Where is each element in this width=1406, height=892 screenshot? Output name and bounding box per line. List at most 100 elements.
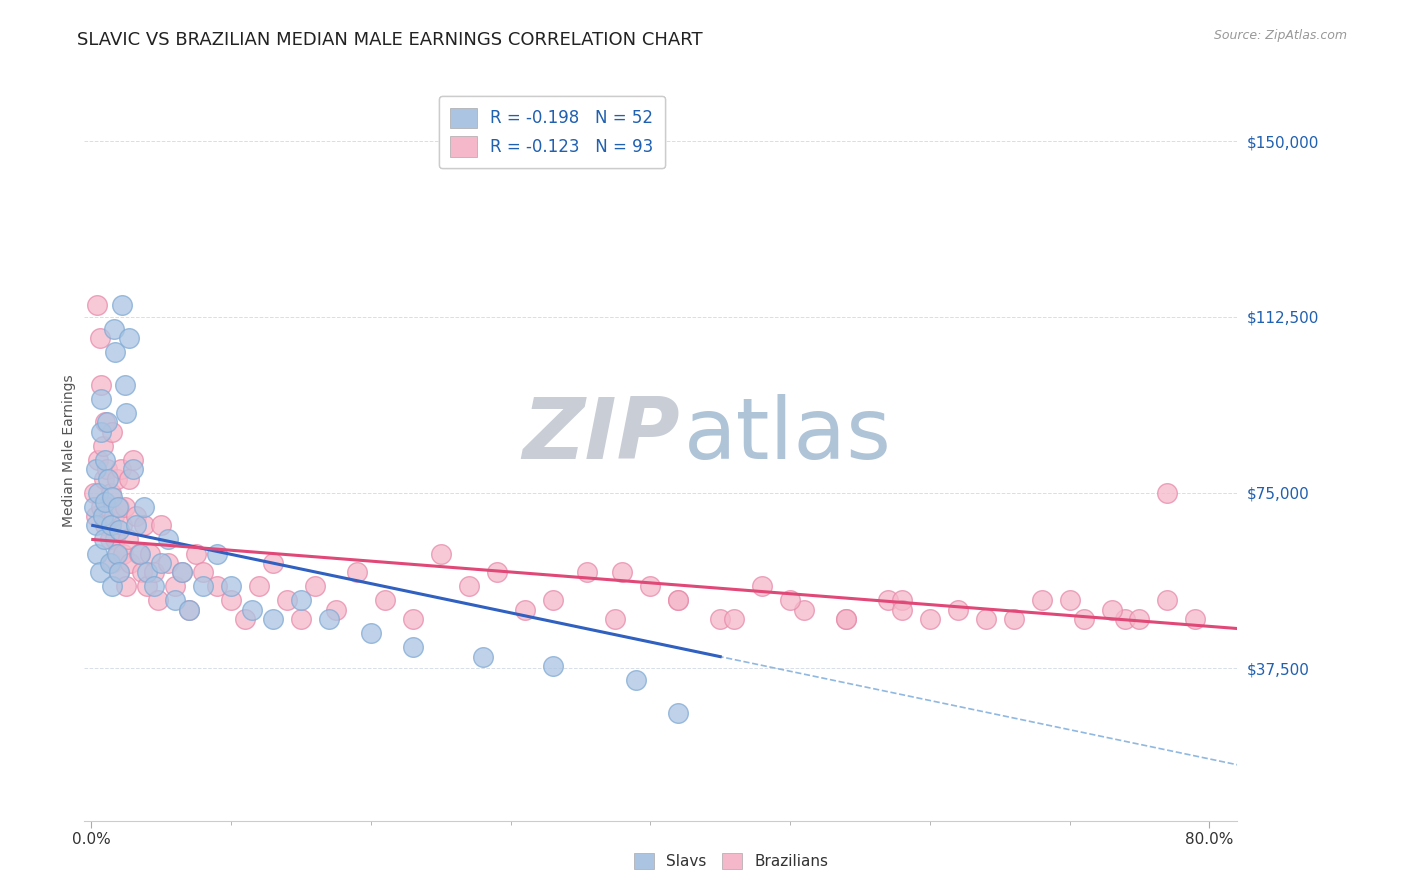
Point [86, 298, 108, 312]
Point [101, 491, 124, 505]
Legend: Slavs, Brazilians: Slavs, Brazilians [628, 847, 834, 875]
Point [117, 533, 139, 547]
Point [89, 566, 111, 580]
Point [110, 462, 132, 476]
Y-axis label: Median Male Earnings: Median Male Earnings [62, 374, 76, 527]
Point [105, 547, 128, 561]
Point [111, 298, 134, 312]
Point [157, 556, 180, 570]
Point [96, 415, 118, 429]
Point [1031, 593, 1053, 607]
Point [262, 556, 284, 570]
Point [318, 612, 340, 626]
Text: Source: ZipAtlas.com: Source: ZipAtlas.com [1213, 29, 1347, 42]
Point [96, 462, 118, 476]
Point [108, 500, 131, 514]
Point [91, 439, 114, 453]
Point [107, 500, 129, 514]
Point [429, 547, 451, 561]
Point [918, 612, 941, 626]
Point [304, 579, 326, 593]
Point [120, 556, 142, 570]
Point [485, 566, 508, 580]
Point [233, 612, 256, 626]
Point [112, 547, 135, 561]
Point [605, 612, 627, 626]
Point [129, 547, 152, 561]
Point [108, 523, 131, 537]
Point [83, 500, 105, 514]
Point [103, 509, 125, 524]
Point [90, 425, 112, 439]
Point [108, 566, 131, 580]
Text: ZIP: ZIP [523, 394, 681, 477]
Point [666, 593, 689, 607]
Point [723, 612, 745, 626]
Point [1114, 612, 1136, 626]
Point [143, 579, 166, 593]
Point [101, 556, 124, 570]
Point [457, 579, 479, 593]
Point [240, 603, 263, 617]
Point [101, 425, 124, 439]
Point [108, 566, 131, 580]
Point [666, 706, 689, 720]
Point [576, 566, 599, 580]
Point [346, 566, 368, 580]
Point [97, 500, 120, 514]
Point [111, 518, 134, 533]
Point [104, 533, 127, 547]
Point [90, 377, 112, 392]
Point [94, 453, 117, 467]
Point [84, 462, 107, 476]
Point [98, 533, 121, 547]
Point [276, 593, 298, 607]
Point [374, 593, 396, 607]
Point [541, 593, 564, 607]
Point [84, 509, 107, 524]
Point [1101, 603, 1123, 617]
Point [165, 593, 187, 607]
Point [1059, 593, 1081, 607]
Point [1156, 485, 1178, 500]
Point [709, 612, 731, 626]
Point [118, 472, 141, 486]
Point [122, 453, 145, 467]
Point [131, 566, 153, 580]
Point [114, 377, 136, 392]
Legend: R = -0.198   N = 52, R = -0.123   N = 93: R = -0.198 N = 52, R = -0.123 N = 93 [439, 96, 665, 169]
Point [666, 593, 689, 607]
Point [118, 331, 141, 345]
Point [139, 547, 162, 561]
Point [98, 556, 121, 570]
Point [157, 533, 180, 547]
Point [402, 640, 425, 655]
Point [247, 579, 270, 593]
Point [134, 500, 156, 514]
Point [136, 566, 159, 580]
Point [219, 593, 242, 607]
Point [101, 579, 124, 593]
Point [89, 331, 111, 345]
Point [114, 500, 136, 514]
Point [835, 612, 858, 626]
Point [290, 593, 312, 607]
Point [134, 518, 156, 533]
Point [1184, 612, 1206, 626]
Point [172, 566, 194, 580]
Point [115, 406, 138, 420]
Point [219, 579, 242, 593]
Point [172, 566, 194, 580]
Point [94, 518, 117, 533]
Point [105, 472, 128, 486]
Point [125, 518, 148, 533]
Point [186, 547, 208, 561]
Point [86, 547, 108, 561]
Point [94, 495, 117, 509]
Point [150, 556, 173, 570]
Point [104, 345, 127, 359]
Point [87, 485, 110, 500]
Point [90, 500, 112, 514]
Point [793, 603, 815, 617]
Point [290, 612, 312, 626]
